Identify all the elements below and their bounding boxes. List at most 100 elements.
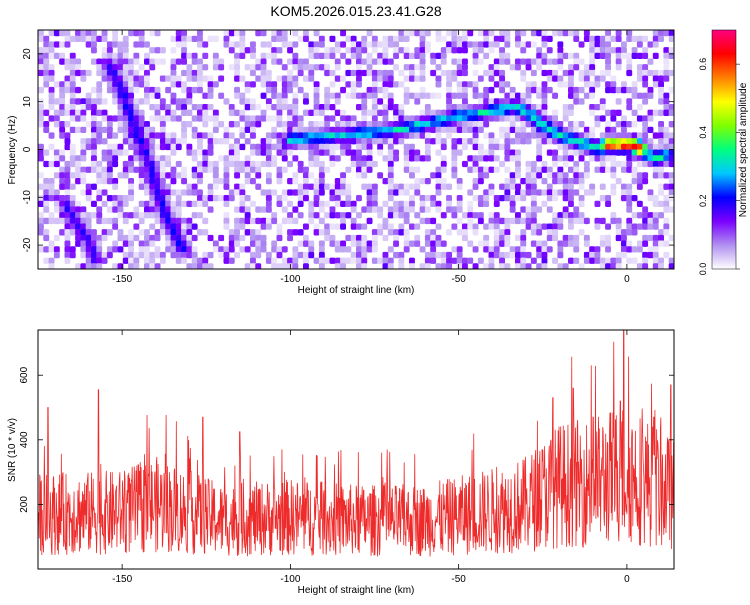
heatmap-cell <box>80 98 87 105</box>
heatmap-cell <box>515 166 521 173</box>
heatmap-cell <box>276 251 283 259</box>
heatmap-cell <box>250 69 256 77</box>
heatmap-cell <box>536 47 543 54</box>
heatmap-cell <box>149 240 156 247</box>
heatmap-cell <box>149 155 156 162</box>
heatmap-cell <box>557 30 564 37</box>
heatmap-cell <box>573 30 580 37</box>
heatmap-cell <box>636 92 643 99</box>
heatmap-cell <box>38 155 44 162</box>
heatmap-cell <box>462 138 468 145</box>
heatmap-cell <box>430 109 437 116</box>
heatmap-cell <box>483 92 490 99</box>
heatmap-cell <box>191 183 198 190</box>
heatmap-cell <box>154 251 161 259</box>
heatmap-cell <box>122 86 129 94</box>
heatmap-cell <box>520 126 527 134</box>
heatmap-cell <box>101 64 108 71</box>
heatmap-cell <box>122 81 129 88</box>
heatmap-cell <box>356 126 362 134</box>
heatmap-cell <box>583 240 590 247</box>
heatmap-cell <box>340 149 346 156</box>
heatmap-cell <box>387 121 394 128</box>
heatmap-cell <box>340 132 346 139</box>
heatmap-cell <box>128 86 134 94</box>
heatmap-cell <box>260 143 267 151</box>
heatmap-cell <box>366 138 373 145</box>
heatmap-cell <box>313 103 320 111</box>
heatmap-cell <box>562 172 569 179</box>
heatmap-cell <box>170 217 177 225</box>
heatmap-cell <box>663 109 670 116</box>
heatmap-cell <box>366 166 373 173</box>
heatmap-cell <box>303 64 309 71</box>
heatmap-cell <box>170 75 177 82</box>
snr-x-label: Height of straight line (km) <box>298 585 415 596</box>
heatmap-cell <box>170 64 177 71</box>
heatmap-cell <box>223 160 230 168</box>
heatmap-cell <box>578 121 585 128</box>
heatmap-cell <box>403 183 410 190</box>
heatmap-cell <box>552 212 558 219</box>
heatmap-cell <box>483 200 490 207</box>
heatmap-cell <box>159 195 166 202</box>
heatmap-cell <box>133 52 140 60</box>
heatmap-cell <box>128 75 134 82</box>
heatmap-cell <box>239 246 246 253</box>
heatmap-cell <box>414 234 421 242</box>
heatmap-cell <box>382 58 389 65</box>
heatmap-cell <box>393 81 399 88</box>
heatmap-cell <box>642 115 649 122</box>
heatmap-cell <box>419 64 426 71</box>
heatmap-cell <box>64 206 71 213</box>
heatmap-cell <box>525 132 532 139</box>
heatmap-cell <box>536 149 543 156</box>
heatmap-cell <box>255 229 262 236</box>
heatmap-cell <box>96 234 103 242</box>
heatmap-cell <box>80 234 87 242</box>
heatmap-cell <box>324 229 331 236</box>
heatmap-cell <box>382 86 389 94</box>
heatmap-cell <box>440 138 447 145</box>
heatmap-cell <box>387 223 394 230</box>
heatmap-cell <box>191 263 198 269</box>
heatmap-cell <box>467 206 474 213</box>
heatmap-cell <box>515 217 521 225</box>
heatmap-cell <box>371 109 378 116</box>
heatmap-cell <box>668 143 674 151</box>
heatmap-cell <box>303 98 309 105</box>
heatmap-cell <box>626 195 633 202</box>
heatmap-cell <box>642 251 649 259</box>
heatmap-cell <box>303 132 309 139</box>
heatmap-cell <box>181 257 187 264</box>
heatmap-cell <box>308 200 315 207</box>
heatmap-cell <box>223 126 230 134</box>
heatmap-cell <box>297 212 304 219</box>
heatmap-cell <box>546 183 553 190</box>
heatmap-cell <box>451 206 458 213</box>
heatmap-cell <box>589 183 596 190</box>
heatmap-cell <box>345 115 352 122</box>
heatmap-cell <box>244 217 251 225</box>
heatmap-cell <box>175 81 182 88</box>
heatmap-cell <box>583 92 590 99</box>
heatmap-cell <box>509 200 516 207</box>
heatmap-cell <box>117 92 124 99</box>
heatmap-cell <box>250 160 256 168</box>
heatmap-cell <box>546 115 553 122</box>
heatmap-cell <box>530 257 537 264</box>
heatmap-cell <box>197 30 203 37</box>
heatmap-cell <box>260 92 267 99</box>
heatmap-cell <box>361 223 368 230</box>
heatmap-cell <box>202 160 209 168</box>
heatmap-cell <box>599 183 606 190</box>
heatmap-cell <box>154 109 161 116</box>
heatmap-cell <box>525 206 532 213</box>
heatmap-cell <box>493 103 500 111</box>
heatmap-cell <box>340 189 346 196</box>
heatmap-cell <box>186 121 193 128</box>
heatmap-cell <box>467 81 474 88</box>
heatmap-cell <box>562 149 569 156</box>
heatmap-cell <box>43 160 50 168</box>
heatmap-cell <box>318 35 325 42</box>
